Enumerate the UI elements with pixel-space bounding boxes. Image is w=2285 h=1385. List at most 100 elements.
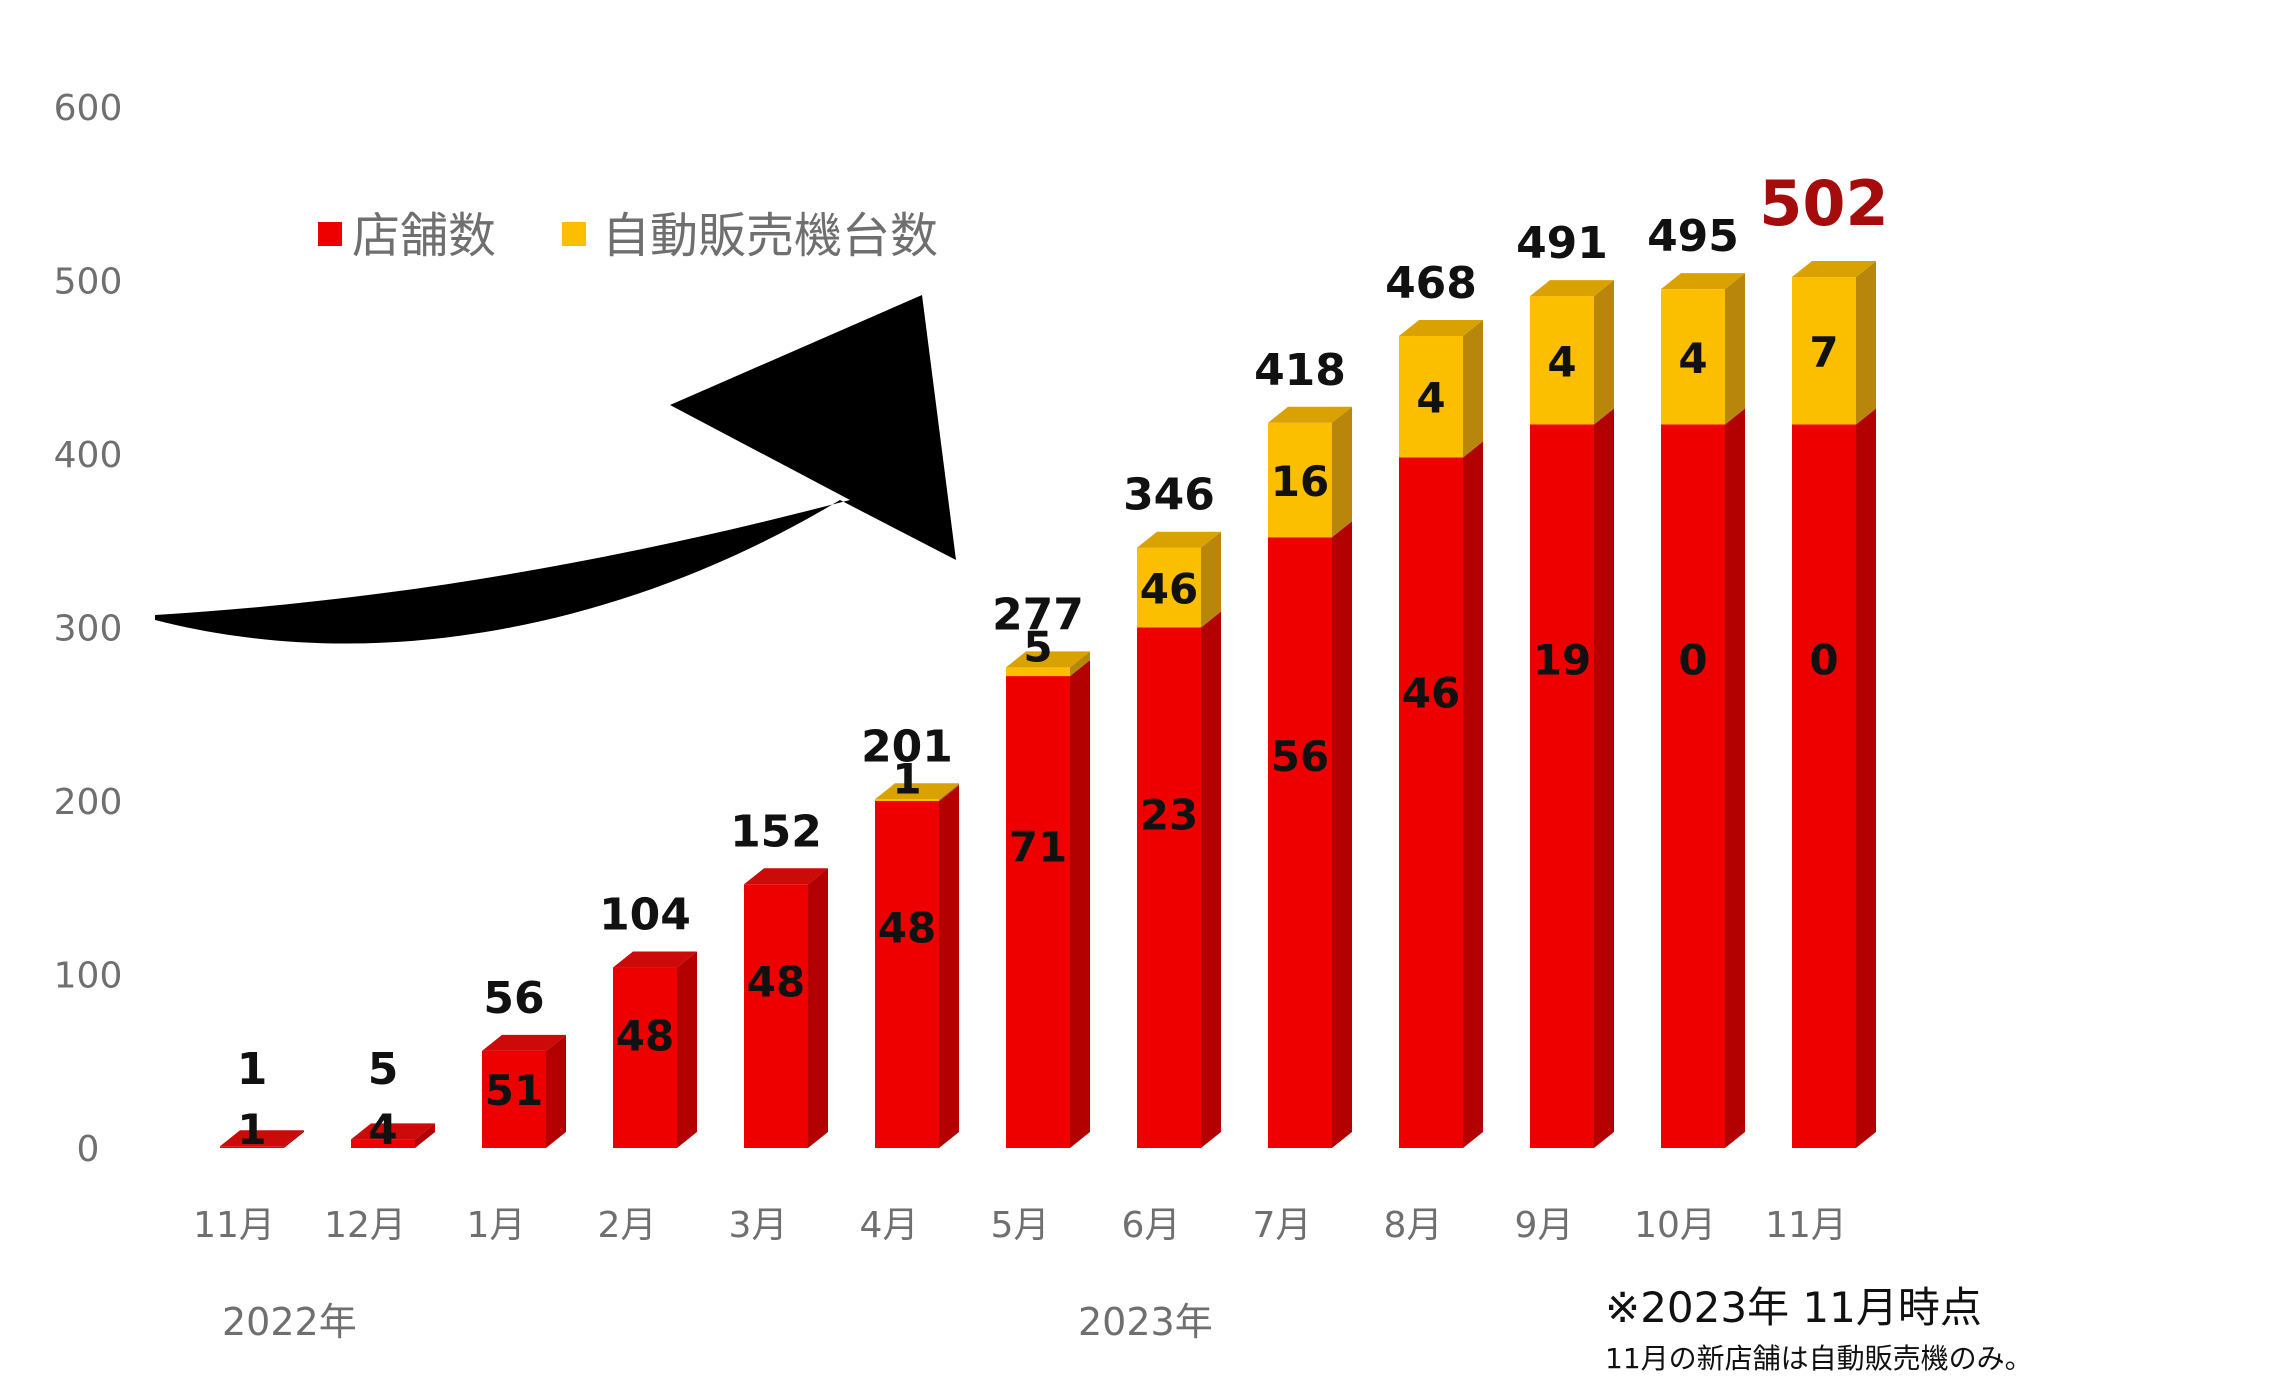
segment-label-vending: 4 [1416,374,1445,423]
bar-top-stores [482,1034,566,1051]
bar-side-stores [1463,441,1483,1149]
y-tick-label: 400 [54,435,123,476]
bar-segment-stores [875,801,939,1148]
x-tick-label: 1月 [467,1205,526,1246]
bar-top-stores [351,1123,435,1140]
bar-side-stores [1201,611,1221,1148]
bar-segment-stores [744,884,808,1148]
segment-label-stores: 48 [616,1012,674,1061]
total-label-highlight: 502 [1759,167,1888,240]
bar-segment-stores [482,1050,546,1148]
bar-top-stores [220,1130,304,1147]
total-label: 104 [599,890,691,941]
note-as-of: ※2023年 11月時点 [1605,1283,1982,1332]
x-tick-label: 12月 [324,1205,406,1246]
bar-side-stores [677,951,697,1148]
bar-side-vending [1201,531,1221,628]
segment-label-stores: 51 [485,1066,543,1115]
y-tick-label: 500 [54,262,123,303]
bar-segment-vending [1792,277,1856,425]
bar-top-stores [613,951,697,968]
segment-label-stores: 4 [368,1105,397,1154]
total-label: 56 [483,973,544,1024]
y-tick-label: 200 [54,782,123,823]
total-label: 5 [368,1044,399,1095]
segment-label-stores: 71 [1009,822,1067,871]
x-tick-label: 3月 [729,1205,788,1246]
bar-top-vending [1006,651,1090,668]
legend: 店舗数 自動販売機台数 [318,208,938,264]
year-label-2022: 2022年 [222,1300,357,1344]
bar-segment-stores [1661,424,1725,1148]
x-tick-label: 11月 [1765,1205,1847,1246]
x-tick-label: 4月 [860,1205,919,1246]
bar-segment-vending [875,799,939,801]
segment-label-stores: 48 [878,903,936,952]
bar-segment-stores [1530,424,1594,1148]
total-label: 1 [237,1044,268,1095]
bar-side-vending [1594,280,1614,425]
bar-side-stores [808,868,828,1148]
x-tick-label: 7月 [1253,1205,1312,1246]
growth-arrow-icon [155,295,956,644]
bar-top-stores [744,868,828,885]
x-tick-label: 6月 [1122,1205,1181,1246]
total-label: 418 [1254,345,1346,396]
total-label: 277 [992,589,1084,640]
y-axis: 0 100 200 300 400 500 600 [54,88,123,1170]
total-label: 468 [1385,258,1477,309]
bar-segment-stores [1006,676,1070,1148]
bar-segment-stores [613,967,677,1148]
legend-swatch-vending [562,222,586,246]
bar-top-vending [875,783,959,800]
bar-side-stores [1725,408,1745,1148]
segment-label-stores: 46 [1402,668,1460,717]
segment-label-vending: 5 [1023,622,1052,671]
bar-side-vending [1070,651,1090,677]
legend-label-stores: 店舗数 [352,208,496,264]
bar-segment-stores [220,1146,284,1148]
y-tick-label: 100 [54,956,123,997]
note-vending-only: 11月の新店舗は自動販売機のみ。 [1605,1342,2033,1375]
bar-segment-vending [1137,547,1201,628]
bar-top-vending [1792,261,1876,278]
segment-label-stores: 1 [237,1105,266,1154]
x-tick-label: 2月 [598,1205,657,1246]
bar-side-stores [1594,408,1614,1148]
x-tick-label: 8月 [1384,1205,1443,1246]
segment-label-stores: 23 [1140,791,1198,840]
bar-side-vending [1725,273,1745,425]
bar-side-stores [284,1130,304,1148]
x-axis: 11月 12月 1月 2月 3月 4月 5月 6月 7月 8月 9月 10月 11月 [193,1205,1847,1246]
bar-segment-stores [1268,537,1332,1148]
legend-label-vending: 自動販売機台数 [602,208,938,264]
y-tick-label: 0 [77,1129,100,1170]
bar-segment-vending [1530,296,1594,425]
bar-top-vending [1399,320,1483,337]
bar-side-stores [1070,660,1090,1148]
segment-label-stores: 0 [1809,636,1838,685]
segment-label-vending: 4 [1547,337,1576,386]
segment-label-stores: 56 [1271,732,1329,781]
y-tick-label: 300 [54,609,123,650]
x-tick-label: 11月 [193,1205,275,1246]
total-label: 152 [730,806,822,857]
total-label: 495 [1647,211,1739,262]
legend-swatch-stores [318,222,342,246]
total-label: 201 [861,721,953,772]
bar-side-vending [1463,320,1483,458]
bar-side-stores [415,1123,435,1148]
bar-segment-stores [1399,457,1463,1149]
bar-segment-vending [1268,422,1332,538]
bar-side-vending [1856,261,1876,425]
bar-segment-vending [1006,667,1070,677]
bar-side-vending [1332,406,1352,538]
bar-segment-vending [1399,336,1463,458]
bar-segment-stores [351,1139,415,1148]
bar-segment-stores [1792,424,1856,1148]
year-label-2023: 2023年 [1078,1300,1213,1344]
x-tick-label: 5月 [991,1205,1050,1246]
bar-top-vending [1268,406,1352,423]
